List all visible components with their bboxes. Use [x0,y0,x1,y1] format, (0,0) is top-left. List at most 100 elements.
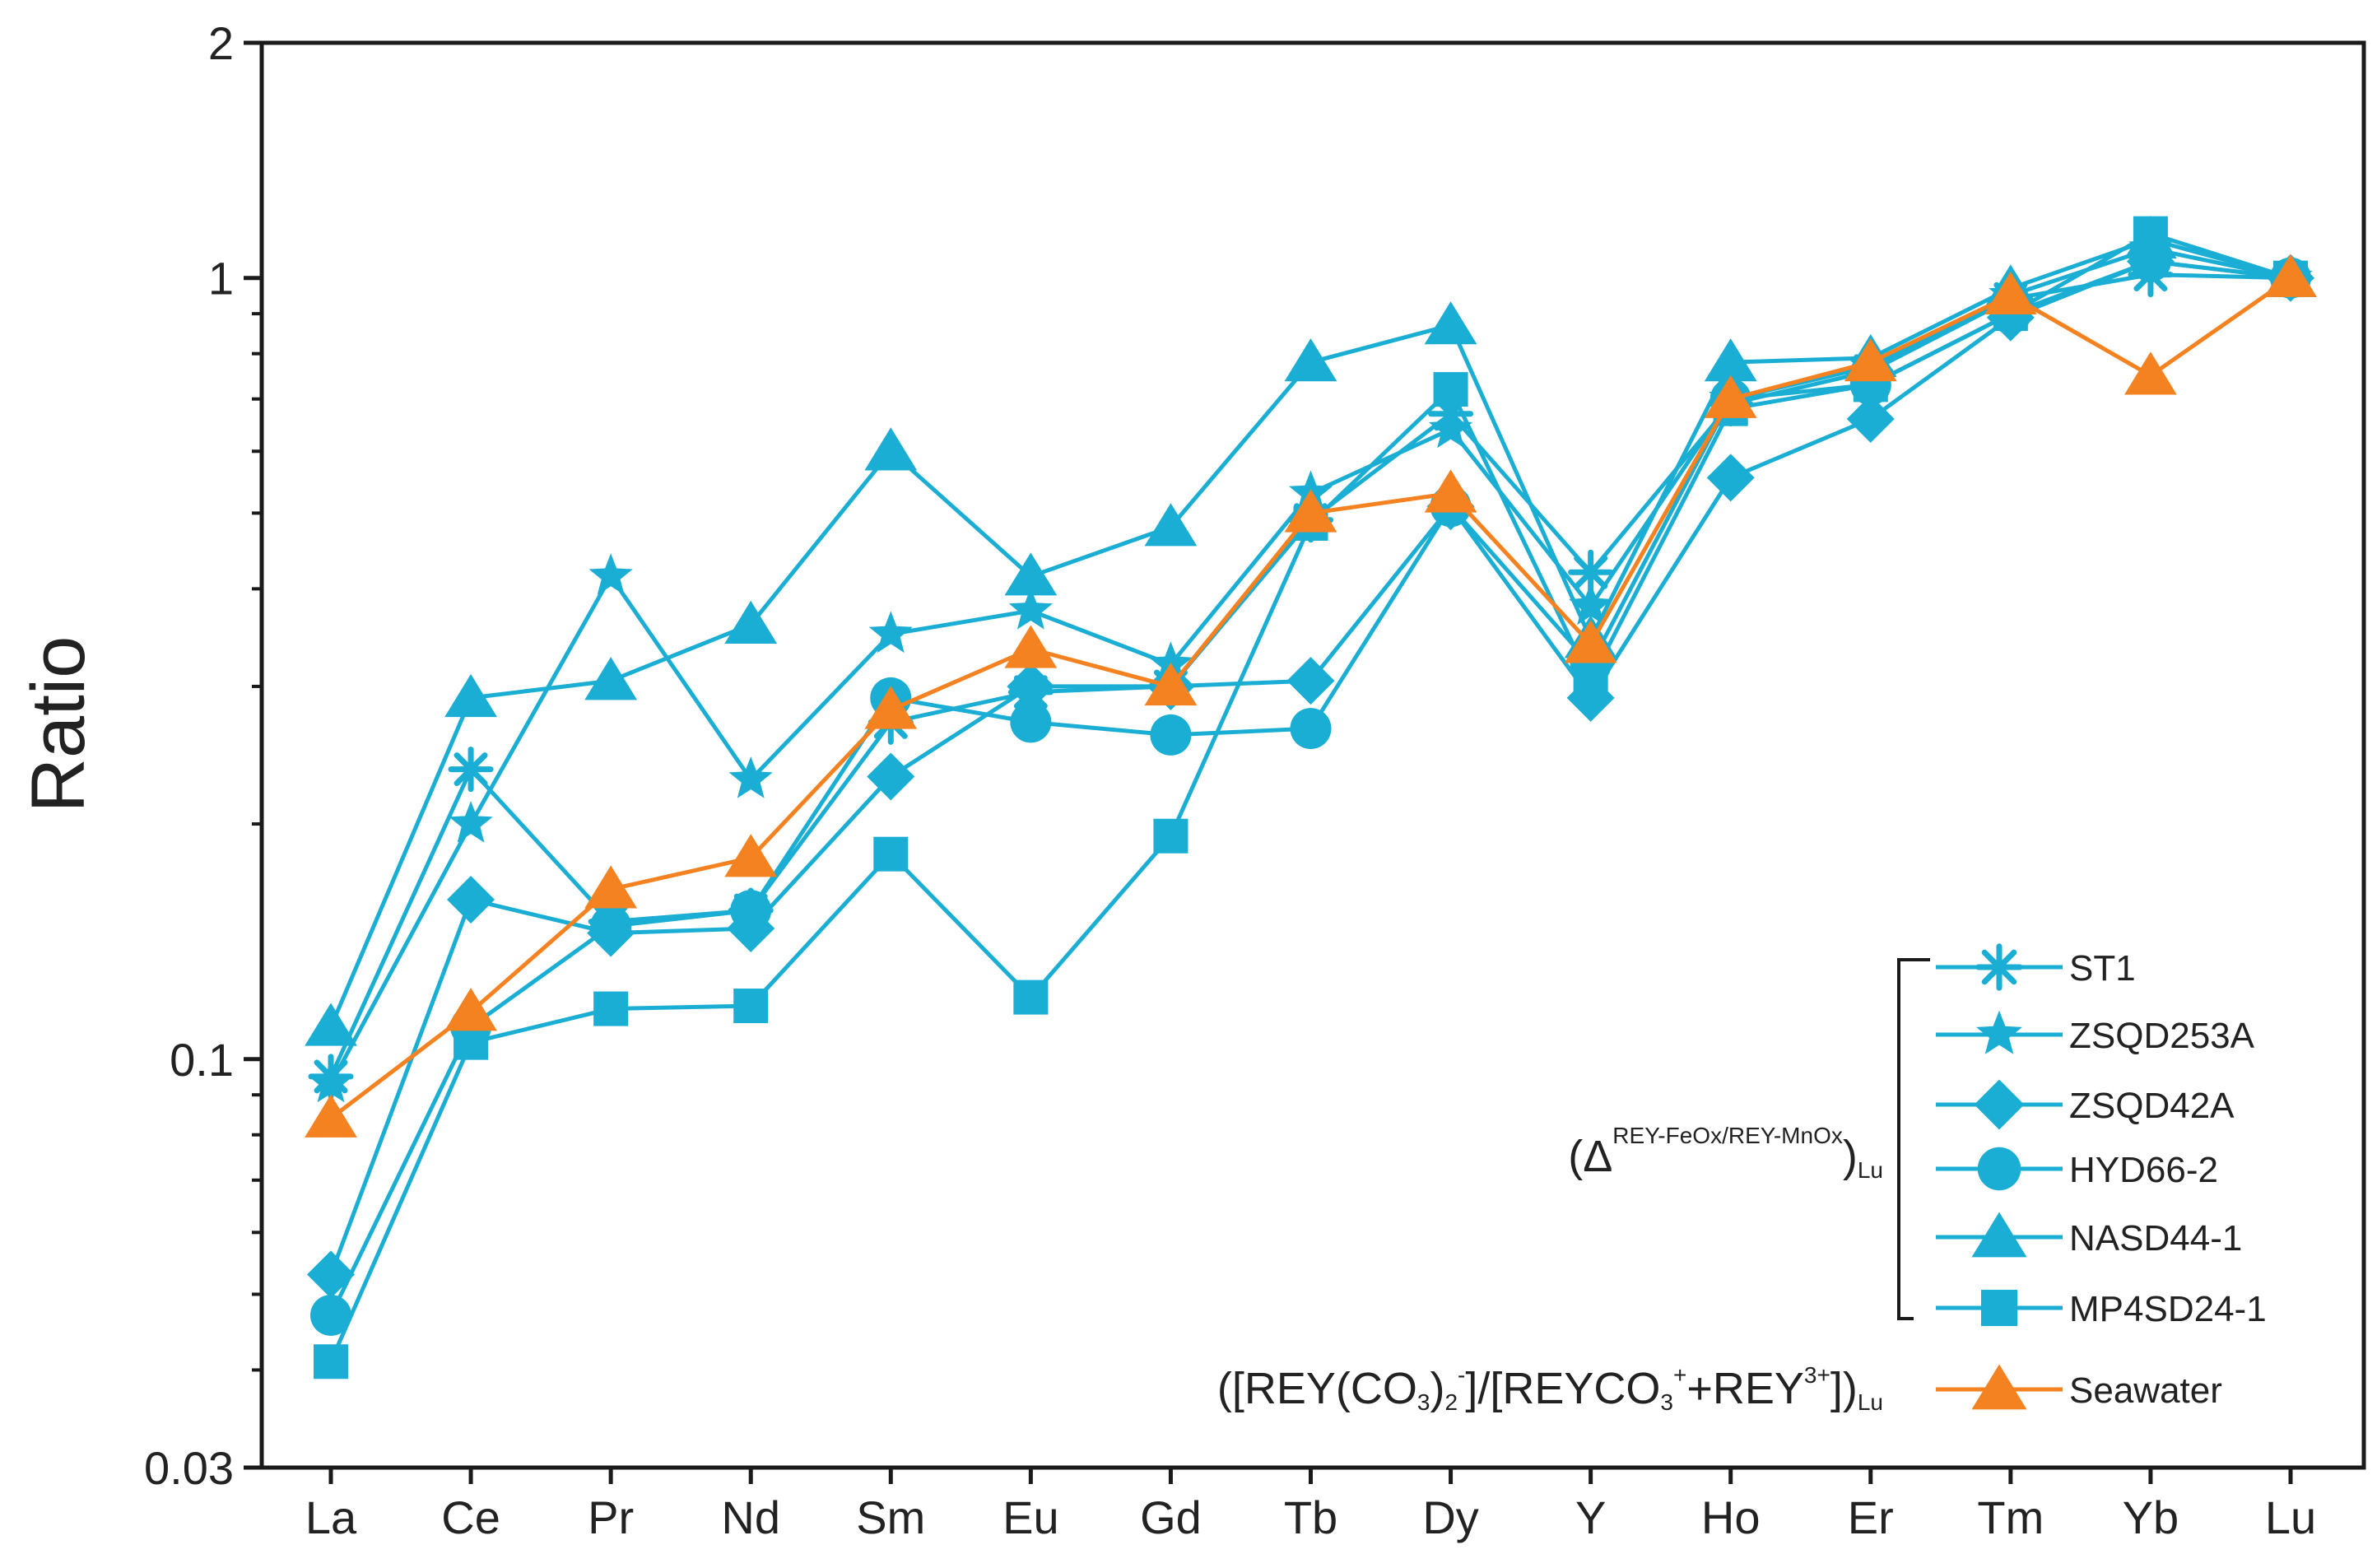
group-label-part: REY-FeOx/REY-MnOx [1612,1123,1843,1148]
x-tick-label: Er [1848,1491,1894,1543]
seawater-label-part: 3 [1417,1389,1430,1415]
data-point-zsqd253a [309,1060,353,1103]
data-point-seawater [1424,469,1477,513]
series-seawater [305,254,2317,1138]
x-tick-label: Lu [2265,1491,2316,1543]
data-point-nasd44-1 [444,673,497,718]
data-point-nasd44-1 [1424,301,1477,345]
data-point-seawater [724,834,778,877]
seawater-label-part: 2 [1444,1389,1458,1415]
y-tick-label: 1 [208,253,234,305]
x-tick-label: Dy [1422,1491,1478,1543]
legend-item-mp4sd24-1: MP4SD24-1 [1936,1289,2267,1329]
data-point-seawater [1004,625,1058,668]
data-point-zsqd253a [868,611,913,654]
seawater-label-part: 3+ [1804,1362,1830,1388]
y-tick-label: 0.03 [144,1442,234,1494]
data-point-zsqd42a [447,876,495,924]
legend-marker [1971,1212,2027,1258]
y-tick-label: 2 [208,17,234,69]
seawater-label-part: ]/[REYCO [1465,1364,1660,1413]
data-point-seawater [1144,662,1198,706]
data-point-hyd66-2 [1010,701,1052,743]
data-point-seawater [2124,351,2177,395]
seawater-label-part: ([REY(CO [1217,1364,1417,1413]
seawater-speciation-label: ([REY(CO3)2-]/[REYCO3++REY3+])Lu [1217,1362,1883,1416]
series-layer [305,215,2317,1380]
data-point-zsqd253a [1428,406,1473,449]
data-point-mp4sd24-1 [1433,372,1468,407]
group-label: (ΔREY-FeOx/REY-MnOx)Lu [1568,1123,1883,1183]
data-point-seawater [1564,620,1617,663]
data-point-nasd44-1 [1144,503,1198,547]
data-point-mp4sd24-1 [1153,818,1188,854]
legend-label: ZSQD42A [2069,1086,2235,1126]
data-point-mp4sd24-1 [873,836,909,872]
x-tick-label: Nd [721,1491,780,1543]
legend-item-seawater: Seawater [1936,1364,2222,1411]
legend-marker [1976,1010,2022,1054]
axes: 0.03 0.1 1 2 La Ce Pr Nd Sm Eu Gd Tb Dy Y Ho Er Tm Yb Lu [144,17,2316,1543]
data-point-seawater [864,686,918,729]
data-point-zsqd42a [1007,662,1055,710]
data-point-zsqd253a [728,756,773,798]
data-point-zsqd253a [449,801,493,843]
data-point-zsqd253a [1148,641,1193,683]
legend-marker [1974,1079,2025,1130]
legend-item-hyd66-2: HYD66-2 [1936,1147,2218,1191]
data-point-seawater [1844,338,1897,382]
data-point-hyd66-2 [1290,708,1332,750]
legend-marker [1971,1364,2027,1410]
annotations: (ΔREY-FeOx/REY-MnOx)Lu([REY(CO3)2-]/[REY… [1217,1123,1883,1415]
data-point-seawater [444,988,497,1031]
series-mp4sd24-1 [314,216,2308,1380]
y-axis-title: Ratio [16,636,100,813]
asterisk-stroke [1981,949,2017,985]
data-point-zsqd42a [1846,394,1895,443]
data-point-nasd44-1 [1004,552,1058,596]
data-point-nasd44-1 [1704,338,1757,382]
data-point-mp4sd24-1 [2133,216,2168,251]
group-label-part: Lu [1858,1157,1883,1183]
data-point-mp4sd24-1 [314,1344,348,1380]
data-point-seawater [1984,271,2037,315]
data-point-nasd44-1 [1284,338,1337,382]
seawater-label-part: ]) [1830,1364,1858,1413]
seawater-label-part: ) [1430,1364,1444,1413]
data-point-seawater [584,865,638,909]
legend-item-zsqd253a: ZSQD253A [1936,1010,2255,1056]
data-point-zsqd42a [867,752,915,801]
legend-bracket [1897,958,1930,1320]
group-label-part: (Δ [1568,1132,1612,1181]
data-point-zsqd42a [1706,454,1755,502]
data-point-seawater [1284,489,1337,533]
x-tick-label: Gd [1140,1491,1202,1543]
legend-marker [1980,1289,2018,1327]
data-point-st1 [448,747,494,793]
data-point-mp4sd24-1 [454,1025,489,1060]
y-tick-label: 0.1 [170,1034,234,1086]
legend-marker [1975,943,2023,991]
x-tick-label: Ce [441,1491,500,1543]
seawater-label-part: 3 [1660,1389,1673,1415]
legend-label: MP4SD24-1 [2069,1289,2267,1329]
seawater-label-part: Lu [1858,1389,1883,1415]
group-label-part: ) [1843,1132,1858,1181]
seawater-label-part: +REY [1686,1364,1804,1413]
x-tick-label: Pr [588,1491,634,1543]
data-point-st1 [1568,549,1614,595]
data-point-mp4sd24-1 [733,989,769,1024]
data-point-mp4sd24-1 [1573,663,1608,699]
x-tick-label: Tm [1977,1491,2044,1543]
data-point-seawater [305,1094,357,1138]
legend-marker [1977,1147,2021,1191]
x-tick-label: La [305,1491,357,1543]
legend: ST1 ZSQD253A ZSQD42A HYD66-2 NASD44-1 MP4SD24… [1897,943,2267,1411]
x-tick-label: Tb [1284,1491,1337,1543]
data-point-hyd66-2 [590,905,632,947]
legend-item-st1: ST1 [1936,943,2136,991]
x-tick-label: Ho [1701,1491,1761,1543]
seawater-label-part: + [1673,1362,1686,1388]
